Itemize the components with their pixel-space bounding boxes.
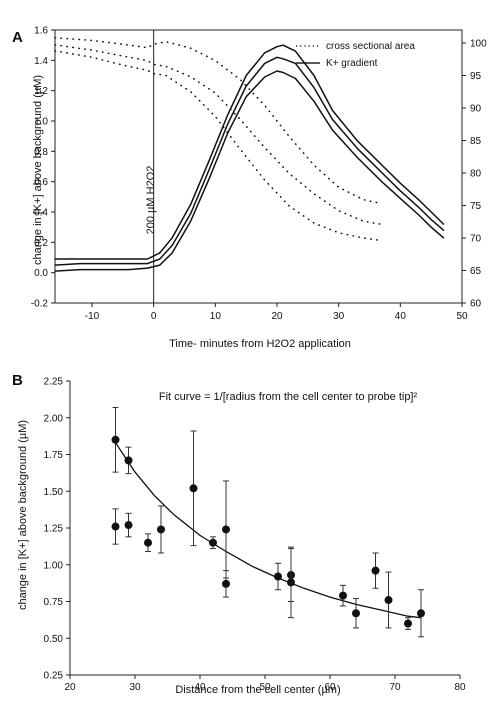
panel-b-x-tick-label: 40 [194,682,206,693]
panel-b-ylabel: change in [K+] above background (µM) [17,420,29,610]
legend-dotted-label: cross sectional area [326,41,415,52]
data-point [352,609,360,618]
data-point [384,596,393,605]
panel-a-y-tick-label: -0.2 [31,299,49,310]
data-point [124,456,133,465]
panel-b-y-tick-label: 1.25 [44,524,64,535]
panel-a-y2-tick-label: 65 [470,266,482,277]
data-point [287,578,295,587]
panel-a-x-tick-label: -10 [85,311,100,322]
panel-b-x-tick-label: 60 [324,682,336,693]
fit-curve [114,442,422,619]
panel-b-label: B [12,372,23,389]
panel-a-x-tick-label: 40 [395,311,407,322]
data-point [124,521,133,530]
panel-a-y-tick-label: 1.2 [34,86,48,97]
panel-a-plot-frame [54,29,463,304]
panel-a-y2-tick-label: 85 [470,136,482,147]
panel-a-y-tick-label: 0.6 [34,177,48,188]
k-gradient-line [54,44,445,260]
panel-b-x-tick-label: 20 [64,682,76,693]
panel-b-y-tick-label: 1.75 [44,450,64,461]
panel-b-y-tick-label: 2.25 [44,377,64,388]
panel-a-x-tick-label: 50 [456,311,468,322]
data-point [144,538,152,547]
panel-a-label: A [12,29,23,46]
panel-b-y-tick-label: 2.00 [44,413,64,424]
data-point [274,572,282,581]
panel-b-x-tick-label: 50 [259,682,271,693]
panel-a-y-tick-label: 1.6 [34,26,48,37]
data-point [111,522,120,531]
panel-a-chart: -10 0 10 20 30 40 50 -0.2 0.0 0.2 0.4 0.6 0.8 1.0 1.2 1… [31,26,487,323]
data-point [209,538,217,547]
panel-b-x-tick-label: 30 [129,682,141,693]
panel-b-y-tick-label: 1.50 [44,487,64,498]
panel-b-y-tick-label: 1.00 [44,560,64,571]
legend-solid-label: K+ gradient [326,58,378,69]
cross-sectional-area-line [54,44,383,226]
data-point [339,591,347,600]
panel-a-x-tick-label: 20 [271,311,283,322]
data-point [371,566,380,575]
data-point [189,484,198,493]
cross-sectional-area-line [54,50,383,242]
k-gradient-line [54,56,445,266]
panel-a-y2-tick-label: 70 [470,234,482,245]
panel-a-y2-tick-label: 100 [470,39,487,50]
panel-a-legend: cross sectional area K+ gradient [296,41,415,69]
panel-a-y2-tick-label: 90 [470,104,482,115]
panel-a-y-tick-label: 1.4 [34,56,48,67]
panel-b-xlabel: Distance from the cell center (µm) [175,684,340,696]
data-point [404,619,412,628]
panel-b-y-tick-label: 0.50 [44,634,64,645]
panel-a-y2-tick-label: 75 [470,201,482,212]
panel-a-y2-tick-label: 95 [470,71,482,82]
panel-a-xlabel: Time- minutes from H2O2 application [169,338,351,350]
data-point [222,579,230,588]
panel-a-x-tick-label: 10 [210,311,222,322]
panel-a-x-tick-label: 30 [333,311,345,322]
panel-a-annotation: 200 µM H2O2 [145,166,157,235]
panel-b-y-tick-label: 0.75 [44,597,64,608]
panel-b-x-tick-label: 70 [389,682,401,693]
data-point [417,609,425,618]
panel-b-chart: 20 30 40 50 60 70 80 0.25 0.50 0.75 1.00 1.25 1.50 1.… [44,377,466,694]
panel-a-y-tick-label: 0.8 [34,147,48,158]
panel-a-ylabel: change in [K+] above background (µM) [32,75,44,265]
k-gradient-line [54,70,445,272]
panel-b-x-tick-label: 80 [454,682,466,693]
data-point [157,525,165,534]
data-point [222,525,230,534]
panel-b-y-tick-label: 0.25 [44,671,64,682]
panel-a-y2-tick-label: 80 [470,169,482,180]
panel-a-y-tick-label: 0.4 [34,208,48,219]
panel-a-y-tick-label: 1.0 [34,117,48,128]
panel-a-y2-tick-label: 60 [470,299,482,310]
panel-a-y-tick-label: 0.0 [34,268,48,279]
data-point [111,435,120,444]
panel-a-x-tick-label: 0 [151,311,157,322]
panel-a-y-tick-label: 0.2 [34,238,48,249]
panel-b-fit-label: Fit curve = 1/[radius from the cell cent… [159,391,418,403]
